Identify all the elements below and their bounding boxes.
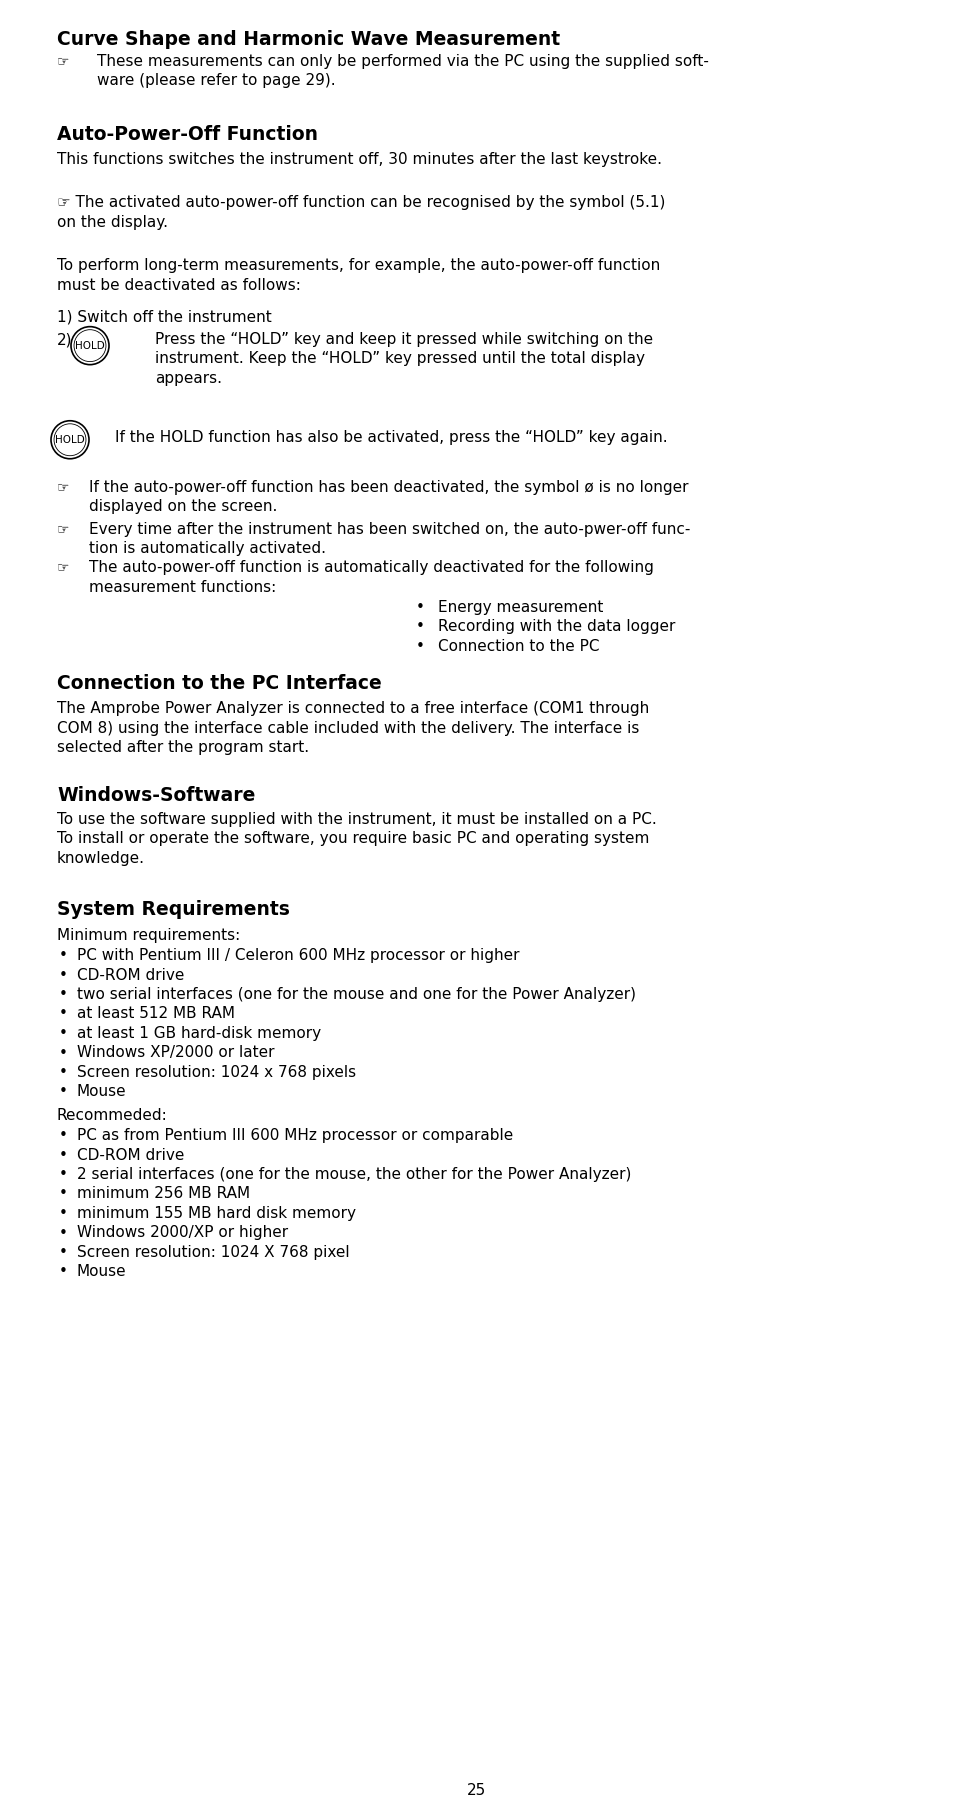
Text: instrument. Keep the “HOLD” key pressed until the total display: instrument. Keep the “HOLD” key pressed … [154,351,644,367]
Text: Screen resolution: 1024 X 768 pixel: Screen resolution: 1024 X 768 pixel [77,1245,349,1260]
Text: To install or operate the software, you require basic PC and operating system: To install or operate the software, you … [57,831,649,847]
Text: ☞: ☞ [57,560,70,574]
Text: •: • [59,947,68,964]
Text: •: • [416,600,424,614]
Text: •: • [59,1265,68,1280]
Text: •: • [59,1127,68,1144]
Text: To perform long-term measurements, for example, the auto-power-off function: To perform long-term measurements, for e… [57,258,659,273]
Text: 2): 2) [57,333,72,347]
Text: If the auto-power-off function has been deactivated, the symbol ø is no longer: If the auto-power-off function has been … [89,480,688,494]
Text: HOLD: HOLD [55,435,85,445]
Text: •: • [59,1065,68,1080]
Text: •: • [59,1187,68,1202]
Text: •: • [59,1245,68,1260]
Text: on the display.: on the display. [57,215,168,229]
Text: Minimum requirements:: Minimum requirements: [57,927,240,944]
Text: Connection to the PC Interface: Connection to the PC Interface [57,674,381,693]
Text: Press the “HOLD” key and keep it pressed while switching on the: Press the “HOLD” key and keep it pressed… [154,333,653,347]
Text: Mouse: Mouse [77,1085,127,1100]
Text: minimum 256 MB RAM: minimum 256 MB RAM [77,1187,250,1202]
Text: •: • [59,1147,68,1162]
Text: The auto-power-off function is automatically deactivated for the following: The auto-power-off function is automatic… [89,560,653,574]
Text: Mouse: Mouse [77,1265,127,1280]
Text: If the HOLD function has also be activated, press the “HOLD” key again.: If the HOLD function has also be activat… [115,431,667,445]
Text: •: • [59,967,68,982]
Text: ☞: ☞ [57,55,70,67]
Text: 2 serial interfaces (one for the mouse, the other for the Power Analyzer): 2 serial interfaces (one for the mouse, … [77,1167,631,1182]
Text: measurement functions:: measurement functions: [89,580,276,594]
Text: •: • [416,638,424,654]
Text: COM 8) using the interface cable included with the delivery. The interface is: COM 8) using the interface cable include… [57,720,639,736]
Text: displayed on the screen.: displayed on the screen. [89,500,277,514]
Text: ☞ The activated auto-power-off function can be recognised by the symbol (5.1): ☞ The activated auto-power-off function … [57,195,664,211]
Text: Screen resolution: 1024 x 768 pixels: Screen resolution: 1024 x 768 pixels [77,1065,355,1080]
Text: To use the software supplied with the instrument, it must be installed on a PC.: To use the software supplied with the in… [57,813,656,827]
Text: •: • [59,1225,68,1240]
Text: ☞: ☞ [57,480,70,494]
Text: System Requirements: System Requirements [57,900,290,920]
Text: •: • [59,1085,68,1100]
Text: Recording with the data logger: Recording with the data logger [437,620,675,634]
Text: These measurements can only be performed via the PC using the supplied soft-: These measurements can only be performed… [97,55,708,69]
Text: Windows-Software: Windows-Software [57,785,255,805]
Text: •: • [59,1025,68,1042]
Text: •: • [416,620,424,634]
Text: Every time after the instrument has been switched on, the auto-pwer-off func-: Every time after the instrument has been… [89,522,690,536]
Text: Curve Shape and Harmonic Wave Measurement: Curve Shape and Harmonic Wave Measuremen… [57,31,559,49]
Text: PC with Pentium III / Celeron 600 MHz processor or higher: PC with Pentium III / Celeron 600 MHz pr… [77,947,519,964]
Text: must be deactivated as follows:: must be deactivated as follows: [57,278,300,293]
Text: Energy measurement: Energy measurement [437,600,602,614]
Text: Windows 2000/XP or higher: Windows 2000/XP or higher [77,1225,288,1240]
Text: 1) Switch off the instrument: 1) Switch off the instrument [57,311,272,325]
Text: minimum 155 MB hard disk memory: minimum 155 MB hard disk memory [77,1205,355,1222]
Text: Connection to the PC: Connection to the PC [437,638,598,654]
Text: ware (please refer to page 29).: ware (please refer to page 29). [97,73,335,89]
Text: •: • [59,1205,68,1222]
Text: •: • [59,1007,68,1022]
Text: selected after the program start.: selected after the program start. [57,740,309,754]
Text: Auto-Power-Off Function: Auto-Power-Off Function [57,125,317,144]
Text: two serial interfaces (one for the mouse and one for the Power Analyzer): two serial interfaces (one for the mouse… [77,987,636,1002]
Text: The Amprobe Power Analyzer is connected to a free interface (COM1 through: The Amprobe Power Analyzer is connected … [57,702,649,716]
Text: knowledge.: knowledge. [57,851,145,865]
Text: HOLD: HOLD [75,340,105,351]
Text: Recommeded:: Recommeded: [57,1107,168,1124]
Text: CD-ROM drive: CD-ROM drive [77,967,184,982]
Text: CD-ROM drive: CD-ROM drive [77,1147,184,1162]
Text: PC as from Pentium III 600 MHz processor or comparable: PC as from Pentium III 600 MHz processor… [77,1127,513,1144]
Text: tion is automatically activated.: tion is automatically activated. [89,542,326,556]
Text: Windows XP/2000 or later: Windows XP/2000 or later [77,1045,274,1060]
Text: at least 1 GB hard-disk memory: at least 1 GB hard-disk memory [77,1025,321,1042]
Text: at least 512 MB RAM: at least 512 MB RAM [77,1007,234,1022]
Text: appears.: appears. [154,371,222,385]
Text: •: • [59,1045,68,1060]
Text: ☞: ☞ [57,522,70,536]
Text: •: • [59,1167,68,1182]
Text: This functions switches the instrument off, 30 minutes after the last keystroke.: This functions switches the instrument o… [57,153,661,167]
Text: •: • [59,987,68,1002]
Text: 25: 25 [466,1783,485,1798]
